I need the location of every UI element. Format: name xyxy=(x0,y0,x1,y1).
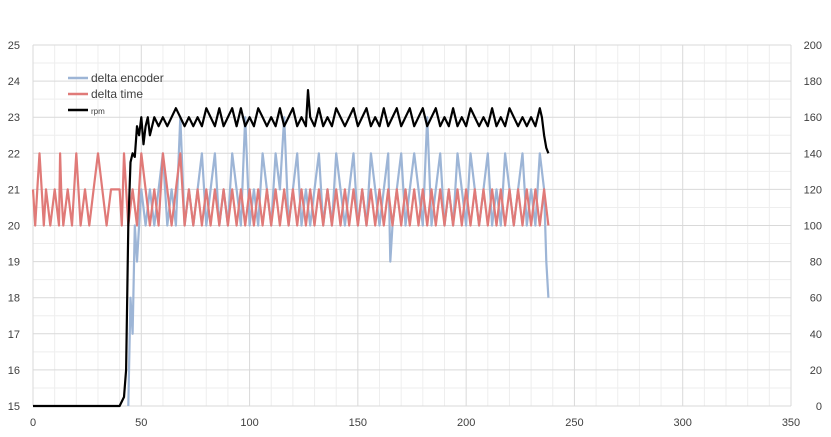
y2-tick-label: 160 xyxy=(804,112,822,124)
x-tick-label: 150 xyxy=(349,417,367,429)
y2-tick-label: 0 xyxy=(816,401,822,413)
y-axis-tick-labels: 15 16 17 18 19 20 21 22 23 24 25 xyxy=(8,40,20,413)
y2-tick-label: 180 xyxy=(804,76,822,88)
x-tick-label: 100 xyxy=(240,417,258,429)
y2-tick-label: 80 xyxy=(810,257,822,269)
y2-tick-label: 60 xyxy=(810,293,822,305)
y2-tick-label: 20 xyxy=(810,365,822,377)
series-line-rpm xyxy=(33,88,550,408)
legend: delta encoder delta time rpm xyxy=(68,71,164,116)
x-tick-label: 0 xyxy=(30,417,36,429)
y-tick-label: 22 xyxy=(8,148,20,160)
y-tick-label: 21 xyxy=(8,184,20,196)
y-tick-label: 15 xyxy=(8,401,20,413)
series-line-delta-time xyxy=(31,152,550,227)
x-tick-label: 200 xyxy=(457,417,475,429)
legend-label: rpm xyxy=(91,107,105,116)
x-tick-label: 300 xyxy=(674,417,692,429)
y-tick-label: 23 xyxy=(8,112,20,124)
x-tick-label: 50 xyxy=(135,417,147,429)
y-tick-label: 16 xyxy=(8,365,20,377)
series-layer xyxy=(31,88,550,408)
y-tick-label: 19 xyxy=(8,257,20,269)
y2-tick-label: 140 xyxy=(804,148,822,160)
y2-tick-label: 120 xyxy=(804,184,822,196)
y2-tick-label: 100 xyxy=(804,221,822,233)
y-tick-label: 18 xyxy=(8,293,20,305)
legend-label: delta encoder xyxy=(91,71,164,85)
x-tick-label: 250 xyxy=(565,417,583,429)
x-tick-label: 350 xyxy=(782,417,800,429)
y2-tick-label: 40 xyxy=(810,329,822,341)
y-tick-label: 17 xyxy=(8,329,20,341)
secondary-y-axis-tick-labels: 0 20 40 60 80 100 120 140 160 180 200 xyxy=(804,40,822,413)
y-tick-label: 25 xyxy=(8,40,20,52)
y-tick-label: 24 xyxy=(8,76,20,88)
legend-label: delta time xyxy=(91,87,143,101)
y-tick-label: 20 xyxy=(8,221,20,233)
y2-tick-label: 200 xyxy=(804,40,822,52)
x-axis-tick-labels: 0 50 100 150 200 250 300 350 xyxy=(30,417,800,429)
